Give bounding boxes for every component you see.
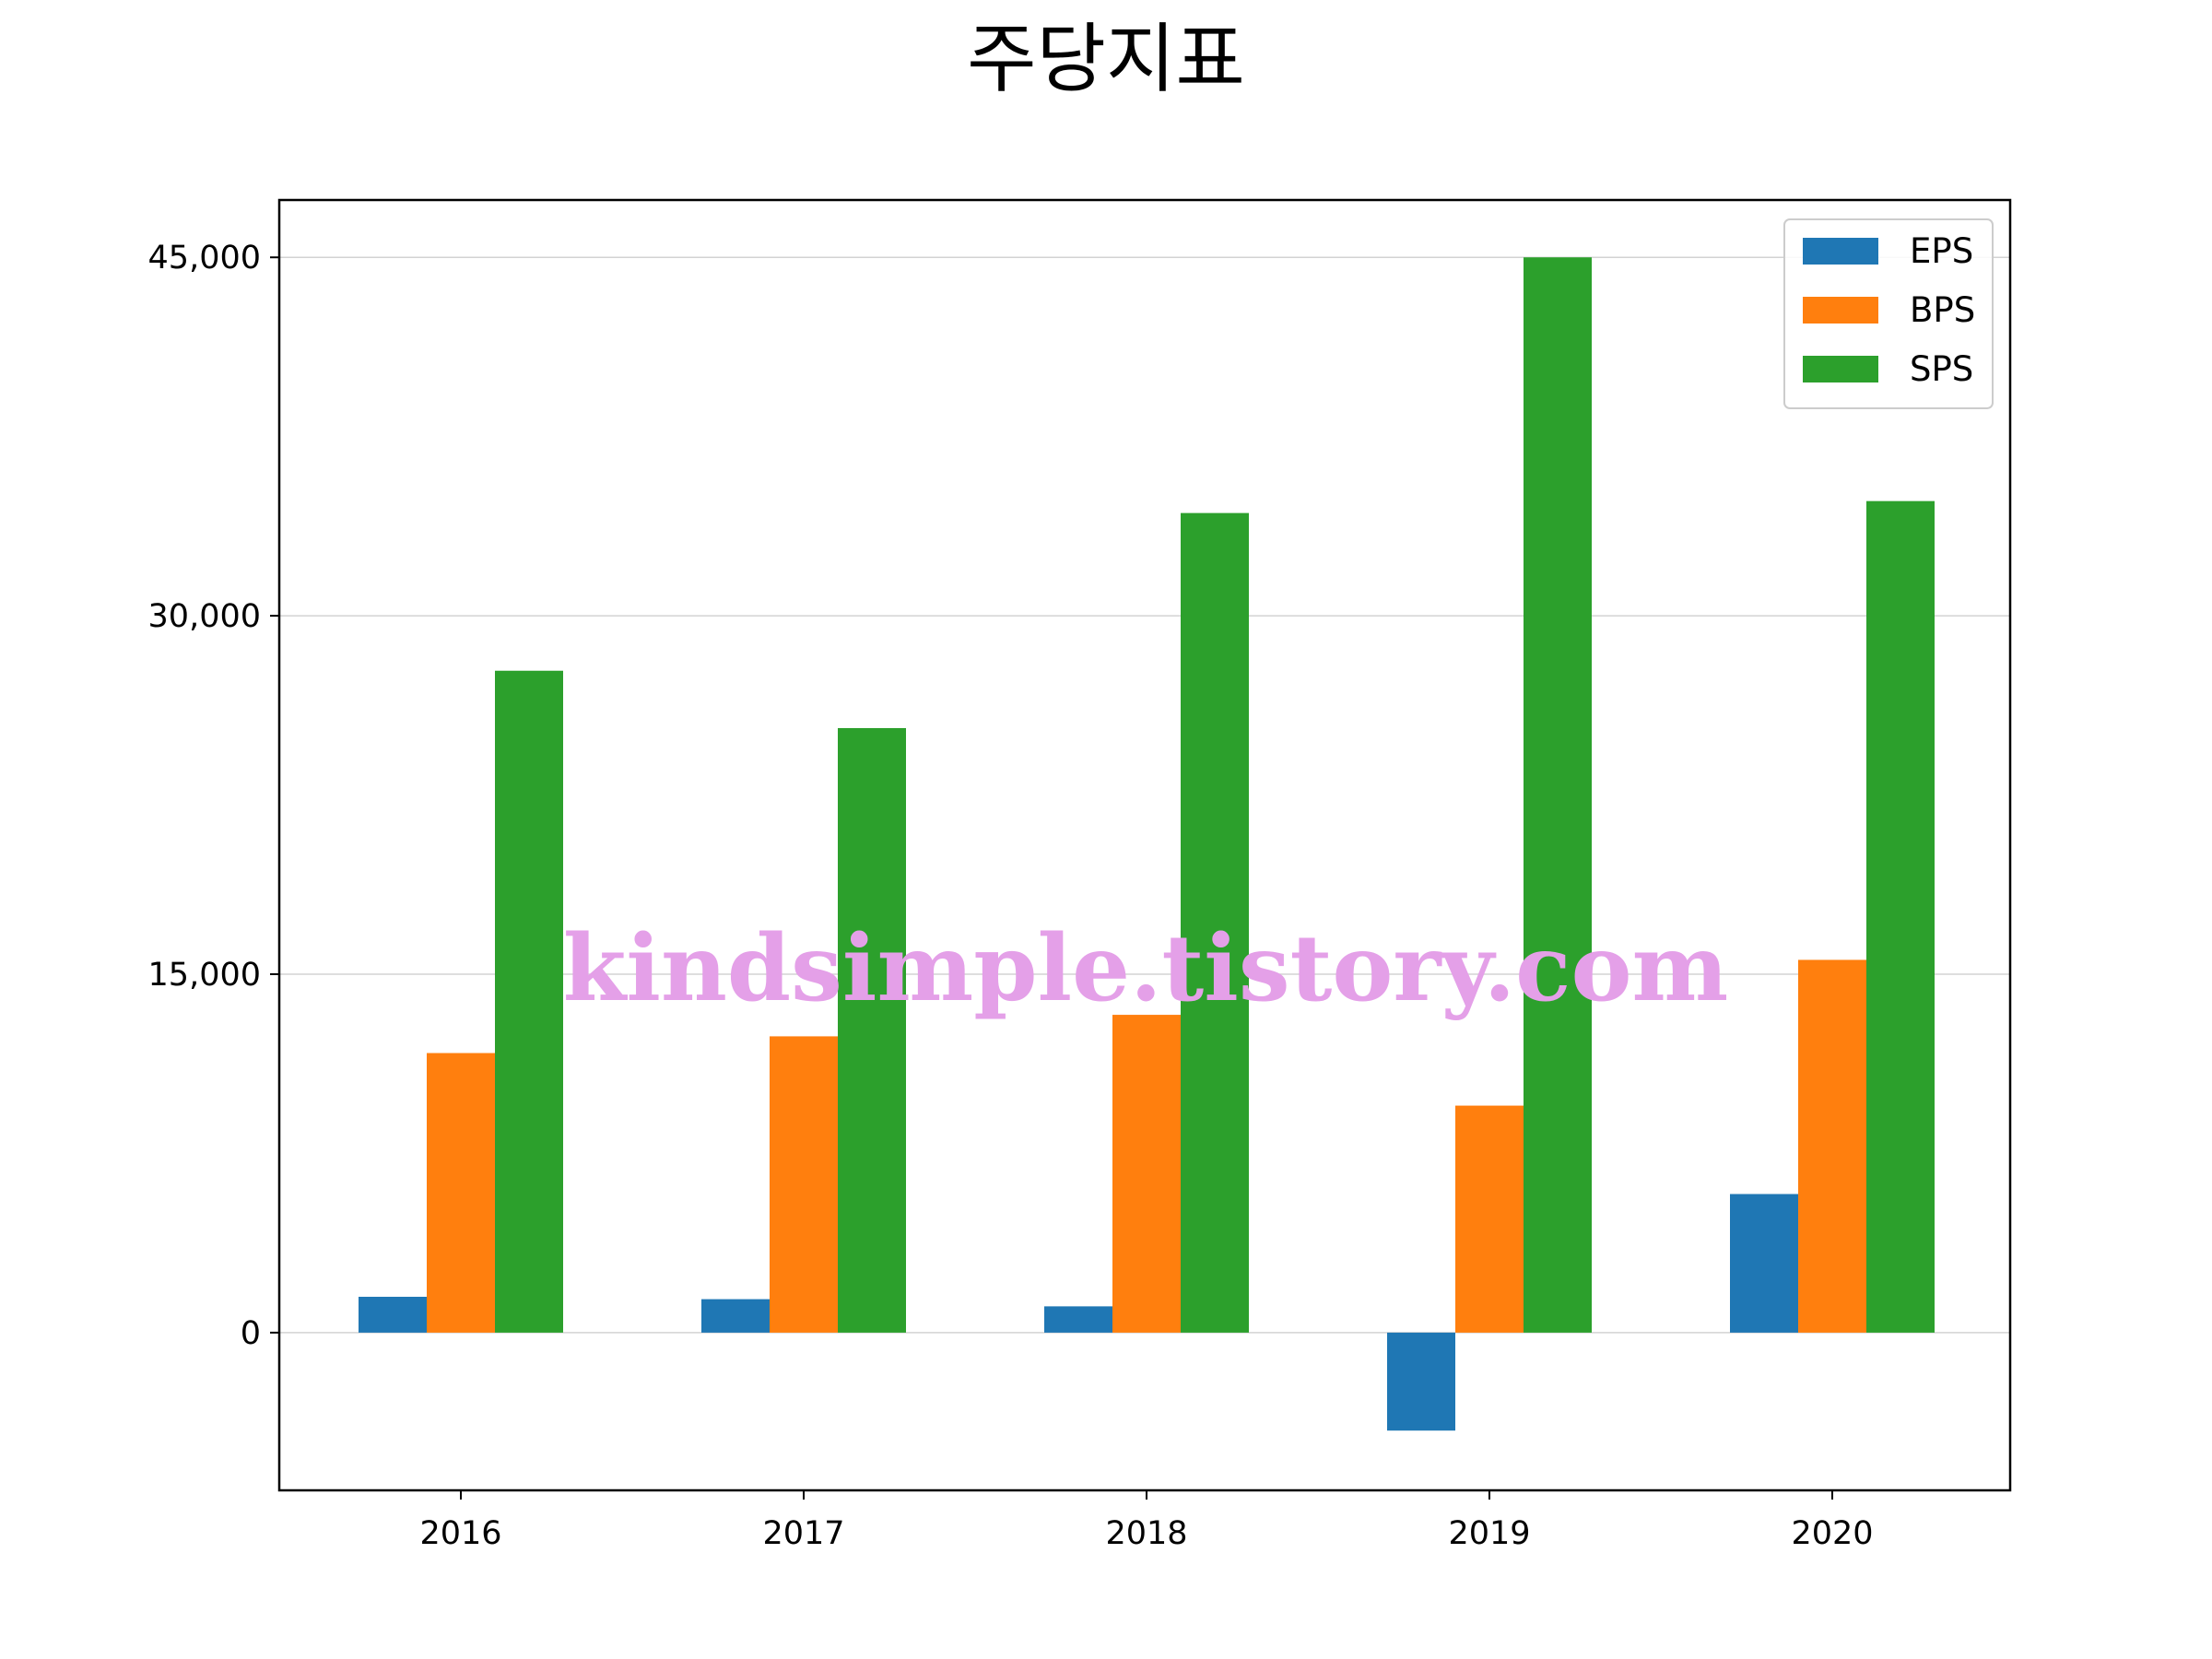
- y-tick-label: 45,000: [148, 240, 261, 276]
- bar-eps-2020: [1730, 1194, 1798, 1333]
- x-tick-label: 2016: [419, 1515, 501, 1552]
- y-tick-label: 15,000: [148, 957, 261, 994]
- bar-sps-2016: [495, 670, 563, 1333]
- x-tick-label: 2017: [762, 1515, 844, 1552]
- x-axis: 2016 2017 2018 2019 2020: [419, 1490, 1874, 1552]
- plot-frame: [277, 198, 2012, 1492]
- bar-bps-2017: [770, 1036, 838, 1333]
- bars: [359, 257, 1935, 1431]
- legend-swatch-sps: [1803, 356, 1878, 382]
- legend-label-eps: EPS: [1910, 231, 1973, 271]
- bar-sps-2018: [1181, 512, 1249, 1333]
- legend-label-bps: BPS: [1910, 290, 1975, 330]
- x-tick-label: 2018: [1105, 1515, 1187, 1552]
- watermark: kindsimple.tistory.com: [563, 915, 1728, 1022]
- legend-label-sps: SPS: [1910, 349, 1973, 389]
- x-tick-label: 2019: [1448, 1515, 1530, 1552]
- bar-bps-2016: [427, 1053, 495, 1333]
- x-tick-label: 2020: [1791, 1515, 1873, 1552]
- bar-eps-2017: [701, 1299, 770, 1333]
- legend: EPS BPS SPS: [1783, 218, 1994, 409]
- bar-sps-2019: [1524, 257, 1592, 1333]
- bar-sps-2017: [838, 727, 906, 1333]
- y-tick-label: 0: [241, 1315, 261, 1352]
- chart-title: 주당지표: [967, 16, 1245, 103]
- legend-swatch-bps: [1803, 297, 1878, 324]
- bar-eps-2018: [1044, 1306, 1112, 1333]
- bar-eps-2019: [1387, 1332, 1455, 1431]
- bar-sps-2020: [1866, 500, 1935, 1333]
- bar-bps-2019: [1455, 1105, 1524, 1333]
- y-axis: 0 15,000 30,000 45,000: [148, 240, 279, 1352]
- bar-eps-2016: [359, 1297, 427, 1333]
- bar-bps-2018: [1112, 1015, 1181, 1333]
- bar-bps-2020: [1798, 959, 1866, 1333]
- y-tick-label: 30,000: [148, 598, 261, 635]
- legend-swatch-eps: [1803, 238, 1878, 265]
